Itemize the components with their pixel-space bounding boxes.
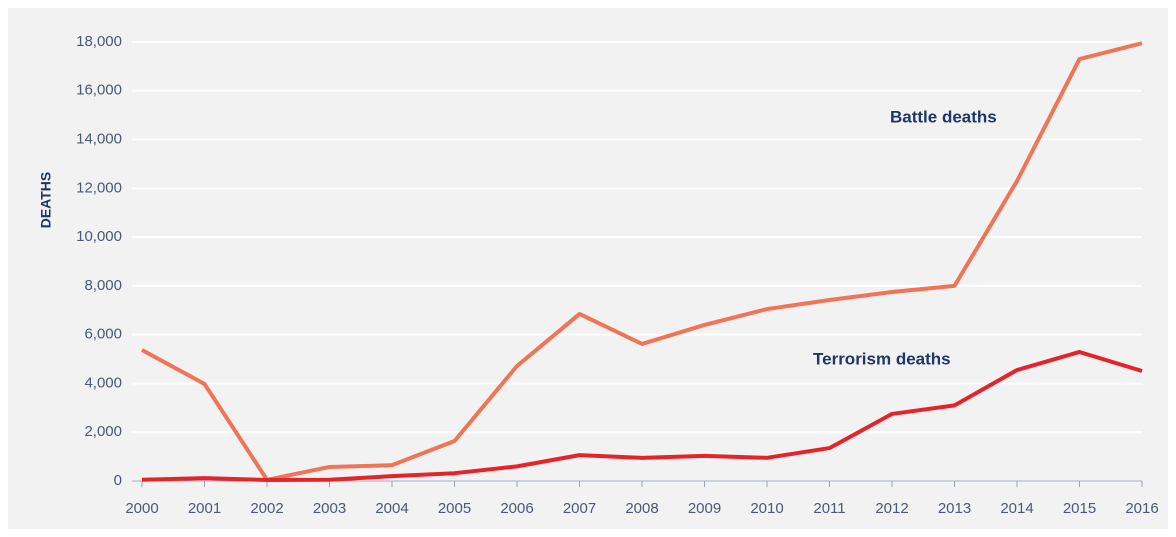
x-tick-label: 2008 (625, 500, 658, 517)
x-tick-label: 2011 (813, 500, 845, 517)
y-tick-label: 4,000 (84, 374, 122, 391)
x-tick-label: 2006 (500, 500, 533, 517)
x-tick-label: 2014 (1000, 500, 1033, 517)
x-tick-label: 2003 (313, 500, 346, 517)
x-tick-label: 2004 (375, 500, 408, 517)
x-tick-label: 2015 (1063, 500, 1096, 517)
x-tick-label: 2009 (688, 500, 721, 517)
x-tick-label: 2007 (563, 500, 596, 517)
series-annotation: Battle deaths (890, 107, 997, 126)
x-tick-label: 2012 (875, 500, 908, 517)
y-tick-label: 16,000 (76, 82, 122, 99)
x-tick-label: 2000 (125, 500, 158, 517)
y-tick-label: 6,000 (84, 326, 122, 343)
x-tick-label: 2010 (750, 500, 783, 517)
x-tick-label: 2001 (188, 500, 221, 517)
y-tick-label: 12,000 (76, 179, 122, 196)
series-line (141, 349, 1143, 483)
y-tick-label: 10,000 (76, 228, 122, 245)
x-tick-label: 2013 (938, 500, 971, 517)
series-line (141, 41, 1143, 482)
y-tick-label: 0 (114, 472, 122, 489)
y-axis-label: DEATHS (38, 172, 54, 229)
y-tick-label: 2,000 (84, 423, 122, 440)
series-annotation: Terrorism deaths (813, 349, 951, 368)
x-tick-label: 2002 (250, 500, 283, 517)
y-tick-label: 8,000 (84, 277, 122, 294)
plot-background (8, 8, 1168, 529)
y-tick-label: 14,000 (76, 131, 122, 148)
x-tick-label: 2005 (438, 500, 471, 517)
x-tick-label: 2016 (1125, 500, 1158, 517)
y-tick-label: 18,000 (76, 33, 122, 50)
